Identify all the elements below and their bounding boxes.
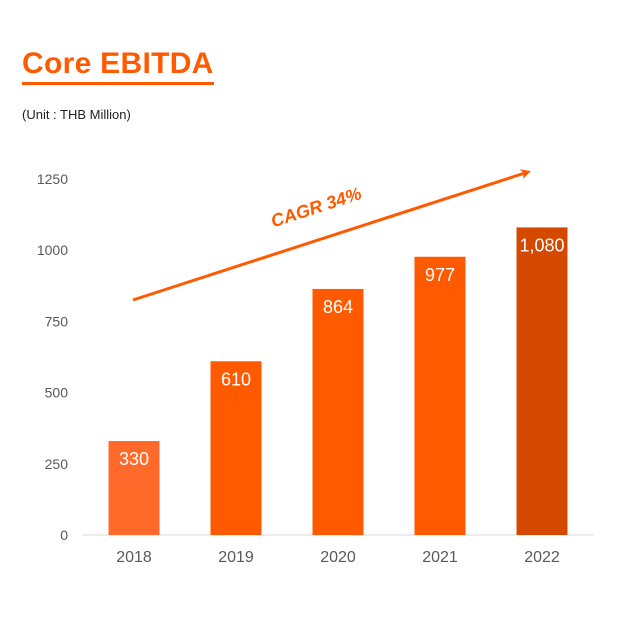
bar-2021 [414, 256, 466, 535]
y-tick-label: 1000 [37, 242, 68, 258]
bar-2020 [312, 288, 364, 535]
x-tick-label: 2021 [422, 549, 458, 566]
data-label-2022: 1,080 [519, 235, 564, 255]
x-axis: 2018 2019 2020 2021 2022 [116, 549, 560, 566]
x-tick-label: 2020 [320, 549, 356, 566]
y-axis: 0 250 500 750 1000 1250 [37, 171, 68, 543]
y-tick-label: 750 [45, 313, 69, 329]
y-tick-label: 250 [45, 456, 69, 472]
cagr-arrow [132, 169, 531, 302]
data-label-2020: 864 [323, 297, 353, 317]
bar-2022 [516, 227, 568, 535]
y-tick-label: 1250 [37, 171, 68, 187]
bars: 330 610 864 977 1,080 [108, 227, 568, 535]
unit-note: (Unit : THB Million) [22, 107, 131, 122]
cagr-annotation: CAGR 34% [268, 183, 364, 231]
x-tick-label: 2019 [218, 549, 254, 566]
x-tick-label: 2018 [116, 549, 152, 566]
bar-2018 [108, 441, 160, 535]
y-tick-label: 500 [45, 385, 69, 401]
data-label-2019: 610 [221, 369, 251, 389]
x-tick-label: 2022 [524, 549, 560, 566]
data-label-2018: 330 [119, 449, 149, 469]
data-label-2021: 977 [425, 265, 455, 285]
y-tick-label: 0 [60, 527, 68, 543]
chart-title: Core EBITDA [22, 48, 214, 85]
bar-2019 [210, 361, 262, 535]
